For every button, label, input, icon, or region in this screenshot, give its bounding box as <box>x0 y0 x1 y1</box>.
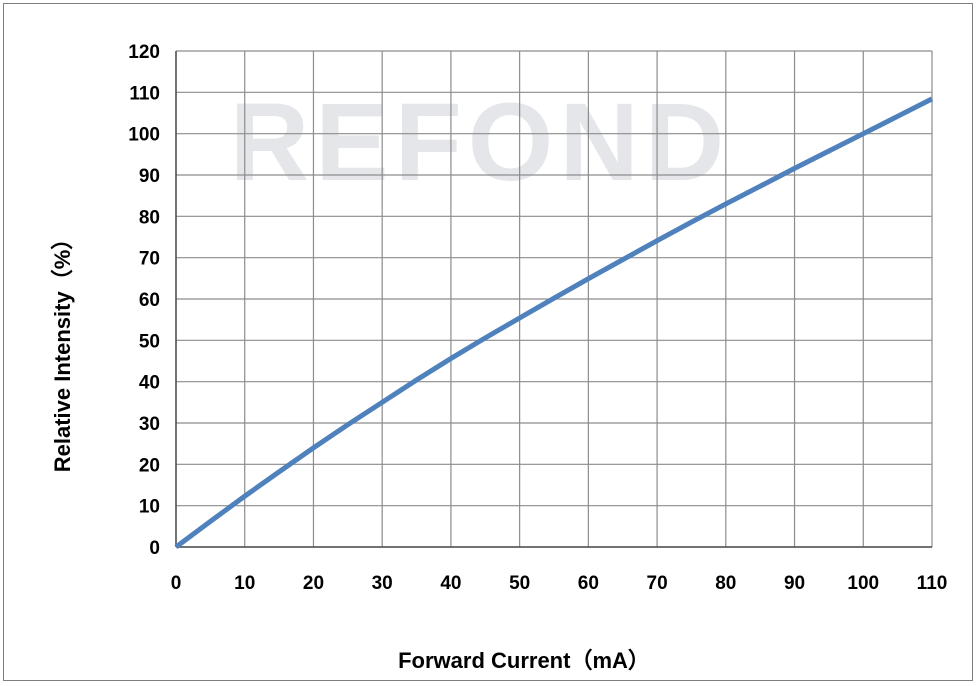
x-tick-label: 70 <box>647 573 668 594</box>
x-tick-label: 100 <box>847 573 879 594</box>
x-tick-label: 30 <box>372 573 393 594</box>
x-tick-label: 0 <box>171 573 182 594</box>
y-tick-labels: 0 10 20 30 40 50 60 70 80 90 100 110 120 <box>128 42 160 559</box>
y-tick-label: 80 <box>139 207 160 228</box>
y-tick-label: 110 <box>129 83 160 104</box>
y-tick-label: 120 <box>128 42 160 63</box>
y-tick-label: 0 <box>149 538 160 559</box>
x-tick-label: 60 <box>578 573 599 594</box>
y-tick-label: 40 <box>139 373 160 394</box>
x-tick-label: 40 <box>440 573 461 594</box>
y-tick-label: 90 <box>139 166 160 187</box>
y-tick-label: 100 <box>128 125 160 146</box>
series-group <box>174 96 934 550</box>
y-tick-label: 70 <box>139 249 160 270</box>
y-tick-label: 60 <box>139 290 160 311</box>
watermark-logo: REFOND <box>230 81 730 204</box>
y-tick-label: 10 <box>139 497 160 518</box>
y-tick-label: 20 <box>139 455 160 476</box>
x-tick-labels: 0 10 20 30 40 50 60 70 80 90 100 110 <box>171 573 948 594</box>
x-tick-label: 50 <box>509 573 530 594</box>
chart-frame <box>3 3 973 681</box>
y-tick-label: 50 <box>139 331 160 352</box>
x-tick-label: 10 <box>234 573 255 594</box>
y-axis-title: Relative Intensity（%） <box>50 228 75 473</box>
x-axis-title: Forward Current（mA） <box>398 648 650 673</box>
x-tick-label: 90 <box>784 573 805 594</box>
x-tick-label: 80 <box>715 573 736 594</box>
x-tick-label: 20 <box>303 573 324 594</box>
series-line <box>174 96 934 550</box>
y-tick-label: 30 <box>139 414 160 435</box>
x-tick-label: 110 <box>917 573 948 594</box>
